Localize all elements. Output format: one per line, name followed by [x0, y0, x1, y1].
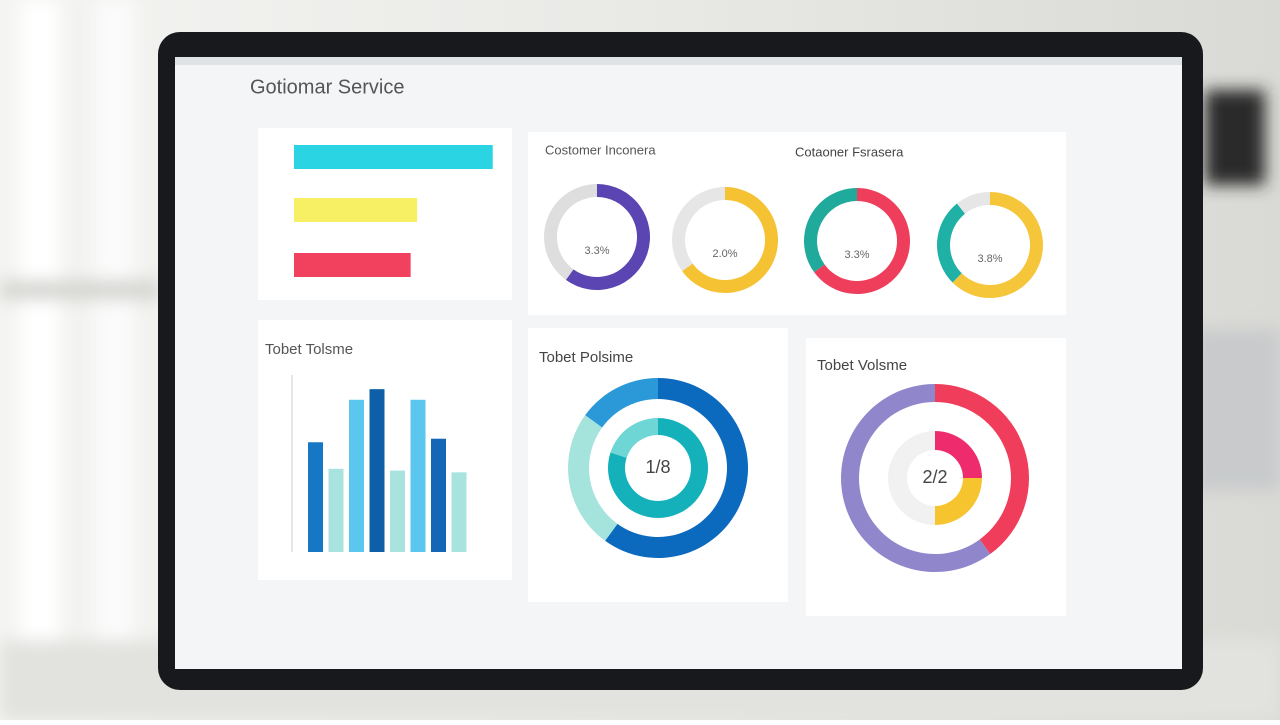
panel: [258, 320, 512, 580]
ring-label: 1/8: [645, 457, 670, 477]
panel-title: Costomer Inconera: [545, 142, 656, 157]
ring-segment: [935, 384, 1030, 555]
bar: [410, 399, 426, 552]
panel-title: Tobet Volsme: [817, 357, 907, 374]
ring-segment: [605, 378, 749, 558]
bar: [390, 470, 405, 552]
ring-segment: [952, 192, 1043, 298]
ring-segment: [888, 431, 935, 525]
dashboard-title: Gotiomar Service: [250, 76, 405, 98]
ring-segment: [841, 384, 991, 573]
panel-title: Tobet Tolsme: [265, 341, 353, 358]
ring-segment: [543, 183, 597, 280]
ring-segment: [956, 192, 990, 214]
ring-center: [908, 451, 962, 505]
donut-label: 2.0%: [712, 248, 737, 260]
bar: [431, 438, 446, 552]
bar: [349, 399, 364, 552]
ring-segment: [568, 415, 618, 541]
bar: [451, 472, 467, 552]
donut-label: 3.3%: [584, 245, 609, 257]
bar: [294, 145, 493, 169]
panel-title: Tobet Polsime: [539, 349, 633, 366]
ring-label: 2/2: [922, 467, 947, 487]
donut-label: 3.8%: [977, 253, 1002, 265]
panel-title: Cotaoner Fsrasera: [795, 144, 904, 159]
ring-segment: [936, 203, 966, 283]
ring-segment: [610, 418, 658, 458]
bar: [294, 253, 411, 277]
ring-segment: [565, 184, 650, 290]
ring-segment: [803, 188, 857, 273]
ring-center: [626, 436, 690, 500]
bar: [294, 198, 418, 222]
bar: [328, 468, 344, 552]
ring-segment: [608, 418, 709, 518]
ring-segment: [671, 186, 725, 272]
bar: [308, 442, 323, 552]
donut-label: 3.3%: [844, 249, 869, 261]
ring-segment: [935, 478, 982, 525]
ring-segment: [585, 378, 658, 428]
ring-segment: [935, 431, 982, 478]
screen-topbar: [175, 57, 1182, 65]
bar: [369, 389, 385, 552]
